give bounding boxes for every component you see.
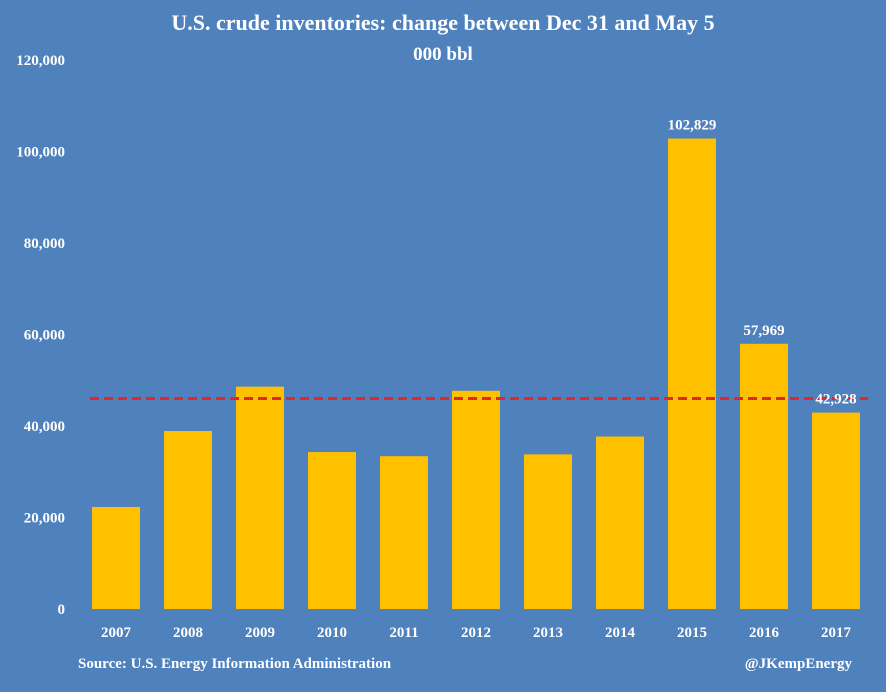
bar-2009 [236,386,284,609]
source-note: Source: U.S. Energy Information Administ… [78,656,392,672]
y-tick-label: 60,000 [24,328,65,344]
bar-2010 [308,452,356,609]
x-tick-label: 2014 [605,625,636,641]
chart-subtitle: 000 bbl [413,44,473,65]
x-tick-label: 2011 [389,625,418,641]
bar-2014 [596,436,644,609]
y-tick-label: 80,000 [24,236,65,252]
y-tick-label: 0 [58,602,66,618]
x-tick-label: 2017 [821,625,852,641]
x-tick-label: 2016 [749,625,780,641]
x-tick-label: 2012 [461,625,491,641]
chart-title: U.S. crude inventories: change between D… [171,10,714,35]
x-tick-label: 2013 [533,625,563,641]
y-tick-label: 120,000 [16,53,65,69]
y-axis: 0 20,000 40,000 60,000 80,000 100,000 120,000 [16,53,65,618]
data-labels: 102,829 57,969 42,928 [668,118,857,408]
bar-2016 [740,343,788,609]
bar-2013 [524,454,572,609]
data-label-2017: 42,928 [815,392,856,408]
author-credit: @JKempEnergy [745,656,853,672]
bar-2007 [92,506,140,609]
bar-2008 [164,431,212,609]
data-label-2015: 102,829 [668,118,717,134]
bar-2017 [812,412,860,609]
y-tick-label: 100,000 [16,145,65,161]
x-tick-label: 2007 [101,625,132,641]
bar-2011 [380,456,428,609]
x-tick-label: 2009 [245,625,275,641]
bar-2015 [668,138,716,610]
x-tick-label: 2008 [173,625,203,641]
bars [92,138,860,610]
data-label-2016: 57,969 [743,323,784,339]
y-tick-label: 40,000 [24,419,65,435]
y-tick-label: 20,000 [24,511,65,527]
bar-2012 [452,390,500,609]
x-tick-label: 2010 [317,625,347,641]
x-tick-label: 2015 [677,625,707,641]
x-axis: 2007 2008 2009 2010 2011 2012 2013 2014 2015 2016… [101,625,852,641]
